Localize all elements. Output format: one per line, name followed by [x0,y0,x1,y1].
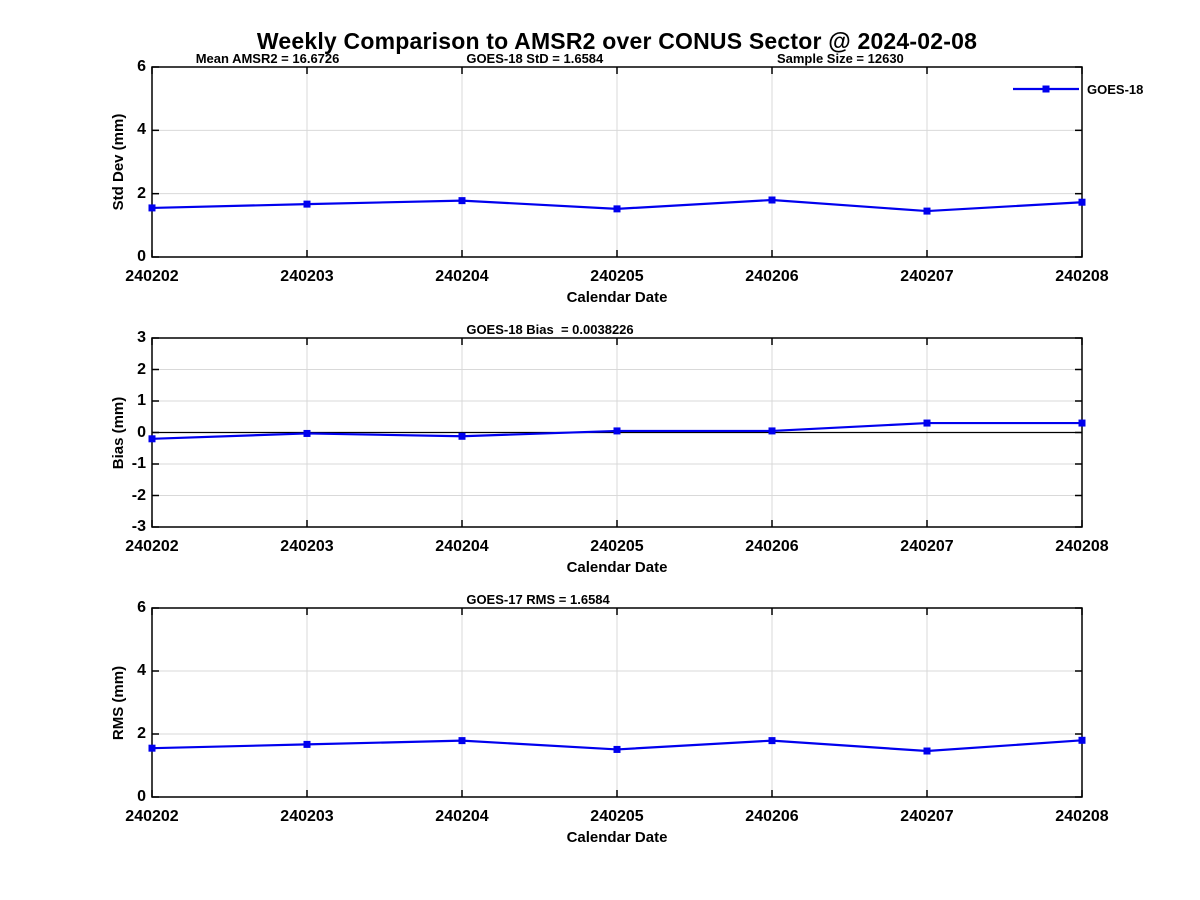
annotation: GOES-18 Bias = 0.0038226 [466,322,634,337]
x-axis-label: Calendar Date [566,559,668,576]
y-tick-label: 6 [137,58,146,75]
y-tick-label: 4 [137,121,146,139]
y-axis-label: RMS (mm) [110,665,127,740]
x-axis-label: Calendar Date [566,829,668,846]
x-tick-label: 240208 [1055,808,1109,825]
x-tick-label: 240205 [590,268,644,285]
x-tick-label: 240203 [280,538,334,555]
y-tick-label: 4 [137,662,146,679]
x-tick-label: 240207 [900,808,954,825]
x-tick-label: 240206 [745,268,799,285]
x-tick-label: 240204 [435,808,489,825]
x-tick-label: 240208 [1055,268,1109,285]
y-tick-label: 6 [137,599,146,616]
x-tick-label: 240202 [125,268,179,285]
y-tick-label: 2 [137,184,146,202]
annotation: GOES-17 RMS = 1.6584 [466,592,610,607]
x-tick-label: 240208 [1055,538,1109,555]
y-tick-label: 0 [137,788,146,805]
x-tick-label: 240207 [900,268,954,285]
y-axis-label: Std Dev (mm) [110,113,127,211]
plot-area [148,337,1086,528]
y-tick-label: 1 [137,392,146,409]
x-tick-label: 240204 [435,268,489,285]
x-tick-label: 240207 [900,538,954,555]
x-tick-label: 240203 [280,268,334,285]
x-tick-label: 240202 [125,538,179,555]
y-tick-label: -2 [131,486,146,504]
y-tick-label: 2 [137,725,146,742]
plot-area [148,66,1086,258]
legend-label: GOES-18 [1087,81,1144,97]
x-tick-label: 240205 [590,538,644,555]
x-axis-label: Calendar Date [566,289,668,306]
x-tick-label: 240203 [280,808,334,825]
y-tick-label: 3 [137,329,146,346]
y-tick-label: -1 [131,455,146,472]
legend: GOES-18 [1013,80,1143,98]
x-tick-label: 240206 [745,808,799,825]
y-axis-label: Bias (mm) [110,396,127,469]
y-tick-label: -3 [131,518,146,535]
figure-title: Weekly Comparison to AMSR2 over CONUS Se… [256,28,978,54]
x-tick-label: 240204 [435,538,489,555]
x-tick-label: 240202 [125,808,179,825]
y-tick-label: 0 [137,248,146,265]
plot-area [148,607,1086,798]
x-tick-label: 240205 [590,808,644,825]
y-tick-label: 2 [137,360,146,378]
legend-line-sample [1013,85,1079,93]
x-tick-label: 240206 [745,538,799,555]
y-tick-label: 0 [137,423,146,441]
